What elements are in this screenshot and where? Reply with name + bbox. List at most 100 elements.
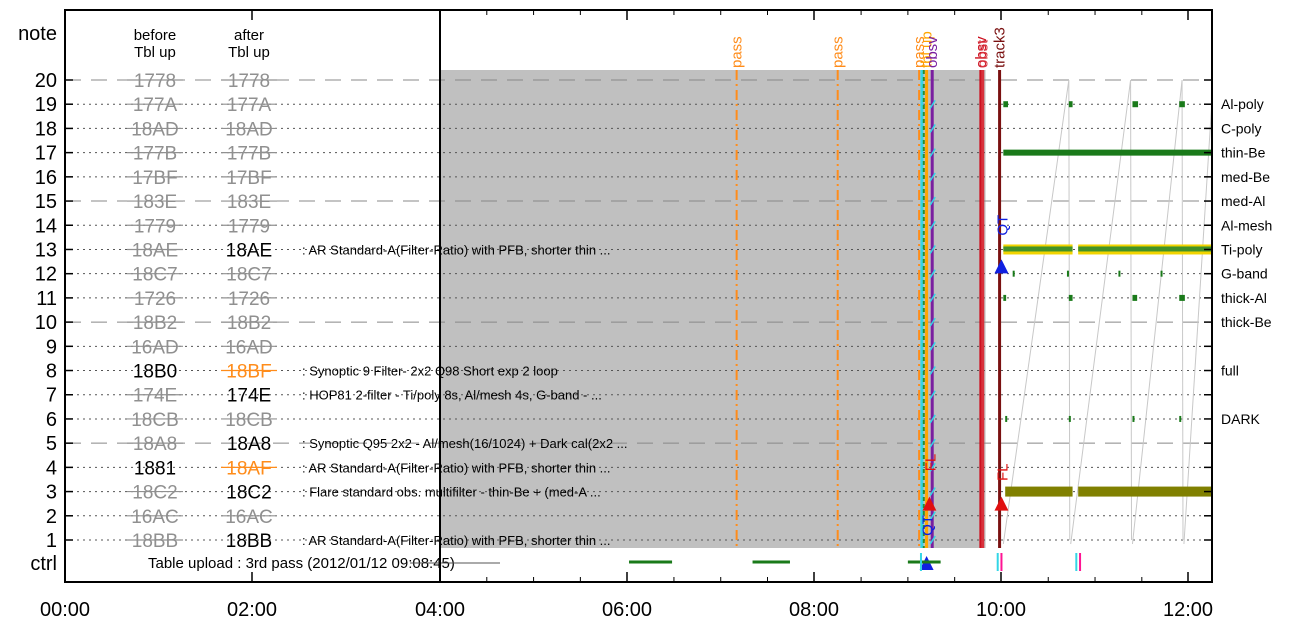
usage-bar xyxy=(1132,415,1135,422)
filter-label: G-band xyxy=(1221,266,1268,282)
usage-bar-tipoly-inner xyxy=(1078,246,1212,252)
code-before: 1778 xyxy=(134,71,176,92)
x-tick-label: 06:00 xyxy=(602,599,652,621)
note-number: 4 xyxy=(46,457,57,479)
obsv-tick xyxy=(929,172,936,182)
code-before: 18BB xyxy=(132,531,178,552)
obsv-tick xyxy=(929,196,936,206)
shaded-region xyxy=(440,70,986,548)
ctrl-text: Table upload : 3rd pass (2012/01/12 09:0… xyxy=(148,555,455,572)
after-header-sub: Tbl up xyxy=(228,44,270,61)
marker-triangle xyxy=(922,496,937,511)
filter-label: thick-Al xyxy=(1221,290,1267,306)
background-layer xyxy=(440,70,986,548)
usage-bar xyxy=(1003,101,1009,108)
obsv-tick xyxy=(929,511,936,521)
x-tick-label: 12:00 xyxy=(1163,599,1213,621)
event-line-label: tbl up xyxy=(919,31,936,68)
obsv-tick xyxy=(929,317,936,327)
x-tick-label: 02:00 xyxy=(227,599,277,621)
code-before: 17BF xyxy=(132,168,177,189)
code-before: 177A xyxy=(133,95,178,116)
obsv-tick xyxy=(929,99,936,109)
program-description: : AR Standard-A(Filter-Ratio) with PFB, … xyxy=(302,460,611,475)
code-before: 1779 xyxy=(134,216,176,237)
code-after: 18B2 xyxy=(227,313,271,334)
usage-bar xyxy=(1005,415,1008,422)
program-description: : AR Standard-A(Filter-Ratio) with PFB, … xyxy=(302,533,611,548)
usage-bar xyxy=(1068,101,1073,108)
filter-label: C-poly xyxy=(1221,120,1261,136)
obsv-tick xyxy=(929,487,936,496)
note-number: 2 xyxy=(46,506,57,528)
obsv-tick xyxy=(929,535,936,545)
code-after: 18A8 xyxy=(227,434,271,455)
marker-label: QT xyxy=(920,515,937,536)
obsv-tick xyxy=(929,269,936,279)
code-before: 177B xyxy=(133,144,177,165)
filter-label: thin-Be xyxy=(1221,145,1266,161)
event-line-label: obsv xyxy=(924,36,941,68)
code-before: 18B0 xyxy=(133,362,177,383)
usage-bar xyxy=(1068,294,1073,301)
obsv-tick xyxy=(929,414,936,424)
y-axis-title: note xyxy=(18,23,57,45)
sawtooth-line xyxy=(1002,79,1213,545)
note-number: 14 xyxy=(35,215,57,237)
code-after: 174E xyxy=(227,386,271,407)
usage-bar xyxy=(1160,270,1163,277)
code-before: 18C2 xyxy=(132,483,177,504)
before-header-sub: Tbl up xyxy=(134,44,176,61)
note-number: 1 xyxy=(46,530,57,552)
filter-label: Ti-poly xyxy=(1221,241,1263,257)
code-before: 18A8 xyxy=(133,434,177,455)
obsv-tick xyxy=(929,148,936,158)
usage-bar-flare xyxy=(1078,486,1212,497)
program-description: : Synoptic Q95 2x2 - Al/mesh(16/1024) + … xyxy=(302,436,628,451)
event-line-label: pass xyxy=(911,36,928,68)
note-number: 3 xyxy=(46,482,57,504)
code-after: 18BF xyxy=(226,362,271,383)
event-line-label: track3 xyxy=(992,27,1009,68)
obsv-tick xyxy=(929,220,936,230)
program-description: : AR Standard-A(Filter-Ratio) with PFB, … xyxy=(302,242,611,257)
note-number: 18 xyxy=(35,118,57,140)
code-after: 1779 xyxy=(228,216,270,237)
usage-bar xyxy=(1118,270,1121,277)
event-line-label: pass xyxy=(830,36,847,68)
note-number: 8 xyxy=(46,361,57,383)
usage-bar xyxy=(1179,294,1185,301)
ctrl-label: ctrl xyxy=(30,553,57,575)
code-after: 18AD xyxy=(225,119,273,140)
filter-label: thick-Be xyxy=(1221,314,1272,330)
x-tick-label: 00:00 xyxy=(40,599,90,621)
usage-bar xyxy=(1003,294,1007,301)
filter-label: Al-poly xyxy=(1221,96,1264,112)
code-after: 18AE xyxy=(226,240,272,261)
marker-label: FL xyxy=(922,454,939,472)
code-after: 16AD xyxy=(225,337,273,358)
usage-bar-flare xyxy=(1005,486,1073,497)
usage-bar xyxy=(1068,415,1071,422)
obsv-tick xyxy=(929,341,936,351)
marker-triangle xyxy=(994,496,1009,511)
usage-bar xyxy=(1179,101,1185,108)
obsv-tick xyxy=(929,366,936,375)
code-before: 18B2 xyxy=(133,313,177,334)
code-before: 18CB xyxy=(131,410,179,431)
event-line-label: pass xyxy=(729,36,746,68)
code-after: 18AF xyxy=(226,458,271,479)
marker-label: FL xyxy=(994,463,1011,481)
code-before: 16AD xyxy=(131,337,179,358)
usage-bar xyxy=(1132,294,1138,301)
obsv-tick xyxy=(929,438,936,448)
note-number: 11 xyxy=(36,288,57,310)
obsv-tick xyxy=(929,390,936,400)
code-after: 18CB xyxy=(225,410,273,431)
marker-triangle xyxy=(994,259,1009,274)
filter-label: Al-mesh xyxy=(1221,217,1272,233)
x-tick-label: 04:00 xyxy=(415,599,465,621)
filter-label: med-Be xyxy=(1221,169,1270,185)
filter-label: med-Al xyxy=(1221,193,1265,209)
marker-label: QT xyxy=(994,215,1011,236)
